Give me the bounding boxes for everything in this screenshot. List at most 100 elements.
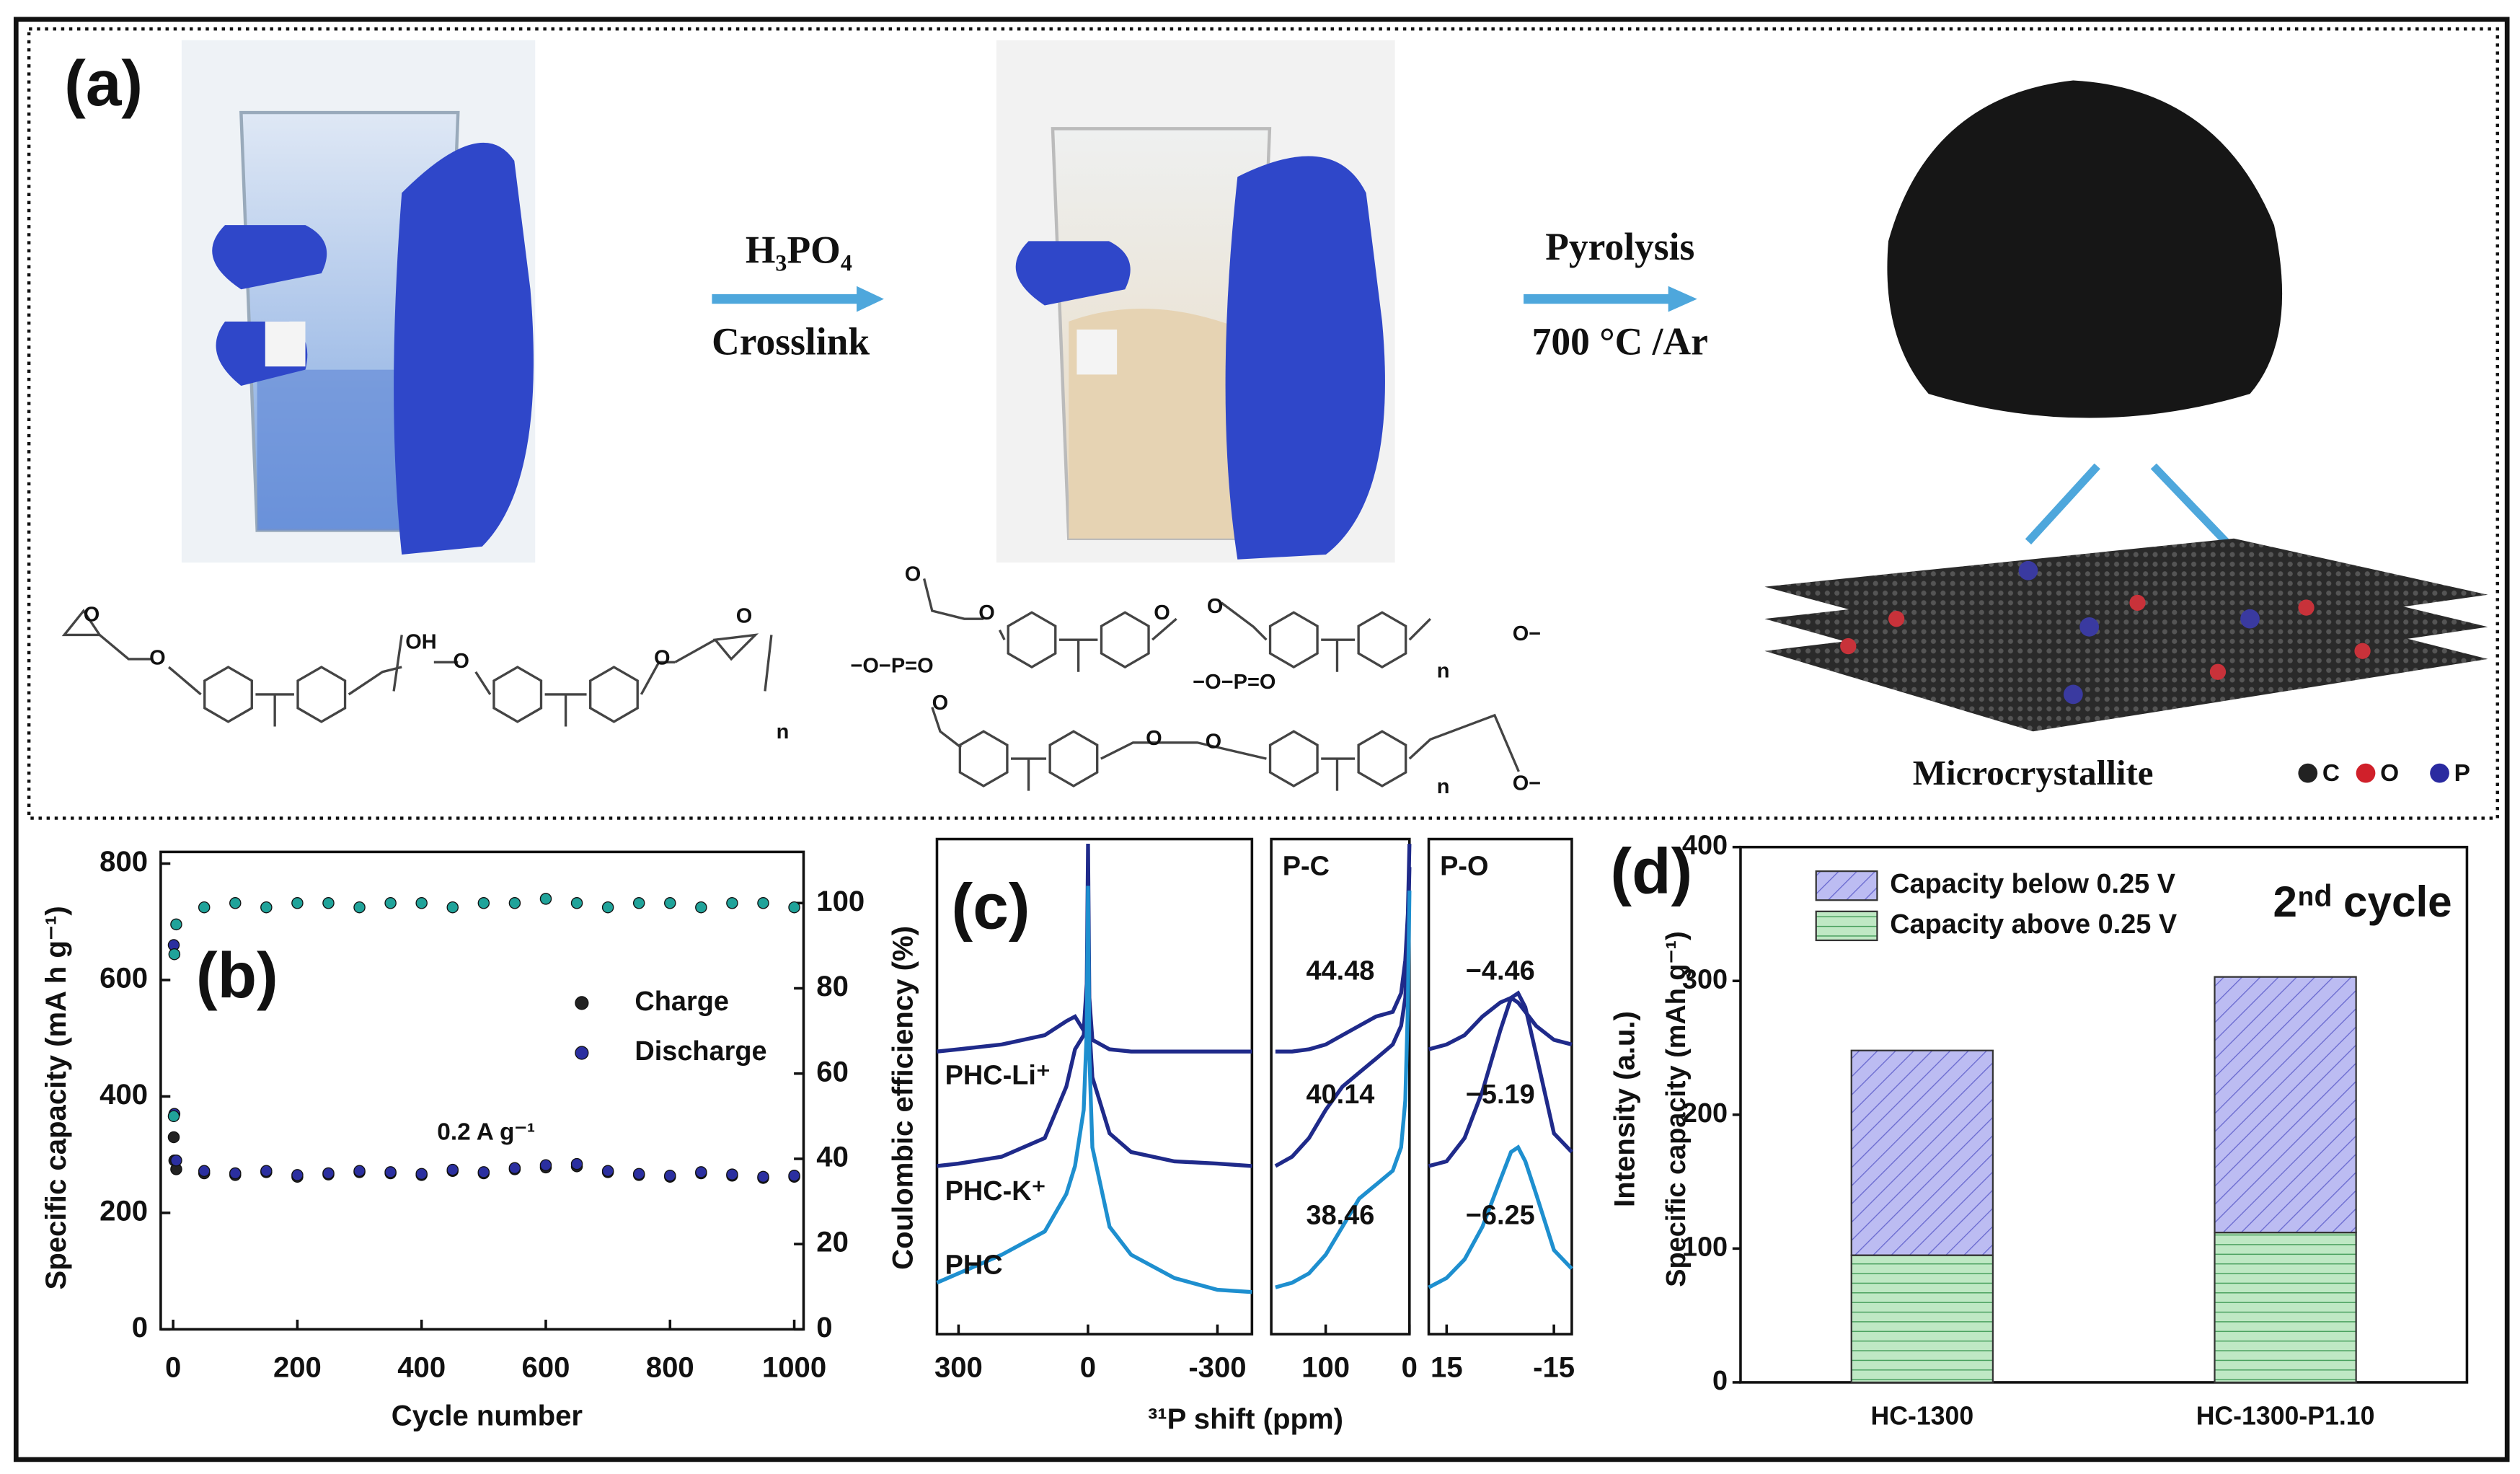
data-point	[260, 901, 273, 914]
y-axis-title: Intensity (a.u.)	[1608, 1011, 1640, 1207]
atom-label: n	[1437, 659, 1450, 682]
y-axis-title: Specific capacity (mA h g⁻¹)	[40, 906, 72, 1289]
data-point	[632, 897, 645, 909]
y-tick-label: 200	[100, 1195, 148, 1227]
y-tick-label: 600	[100, 962, 148, 994]
peak-label: 44.48	[1307, 956, 1375, 987]
data-point	[167, 1131, 180, 1144]
y2-tick-label: 40	[816, 1141, 849, 1173]
x-tick-label: 600	[522, 1351, 570, 1384]
atom-legend-label: C	[2322, 760, 2340, 787]
data-point	[788, 1169, 800, 1182]
data-point	[508, 897, 521, 909]
atom-label: OH	[405, 630, 436, 653]
benzene-ring	[589, 666, 639, 723]
benzene-ring	[1007, 611, 1057, 668]
benzene-ring	[492, 666, 543, 723]
series-label: PHC-K⁺	[945, 1176, 1046, 1206]
x-axis-title: ³¹P shift (ppm)	[1148, 1403, 1343, 1435]
data-point	[632, 1168, 645, 1180]
atom-label: O	[1207, 595, 1224, 618]
atom-legend-markers	[2298, 763, 2449, 783]
bond	[61, 609, 202, 696]
beaker-photo-1	[181, 40, 536, 563]
spectrum-line	[1275, 890, 1412, 1289]
spectrum-line	[936, 886, 1252, 1294]
data-point	[664, 897, 676, 909]
y2-axis-title: Coulombic efficiency (%)	[886, 926, 919, 1270]
x-tick-label: 0	[1080, 1351, 1096, 1384]
atom-label: n	[777, 720, 790, 743]
x-tick-label: 300	[934, 1351, 983, 1384]
data-point	[198, 901, 211, 914]
atom-label: O	[654, 647, 671, 670]
data-point	[726, 1168, 738, 1180]
x-tick-label: -300	[1188, 1351, 1246, 1384]
series-label: PHC	[945, 1250, 1003, 1280]
subplot-title: P-C	[1283, 852, 1330, 882]
atom-label: O	[1206, 730, 1222, 753]
data-point	[384, 1166, 397, 1178]
carbon-powder	[1887, 80, 2283, 418]
beaker-photo-2	[996, 40, 1395, 563]
panel-a-frame	[27, 27, 2500, 820]
atom-label: O	[736, 605, 753, 628]
data-point	[508, 1162, 521, 1174]
bar-segment	[1850, 1254, 1994, 1384]
process: Pyrolysis	[1545, 225, 1694, 268]
chemical-structures	[61, 578, 1520, 791]
data-point	[726, 897, 738, 909]
reagent: H₃PO₄	[746, 228, 852, 271]
plot-frame	[935, 837, 1254, 1336]
x-tick-label: 400	[397, 1351, 446, 1384]
data-point	[415, 897, 428, 909]
y2-tick-label: 60	[816, 1055, 849, 1087]
x-tick-label: 0	[1402, 1351, 1418, 1384]
data-point	[168, 948, 181, 961]
panel-label: (d)	[1610, 834, 1692, 906]
x-tick-label: 200	[273, 1351, 322, 1384]
data-point	[260, 1165, 273, 1178]
data-point	[570, 897, 583, 909]
panel-label: (a)	[64, 47, 143, 119]
x-tick-label: 15	[1431, 1351, 1463, 1384]
bond	[923, 578, 1177, 672]
data-point	[353, 901, 366, 914]
y-tick-label: 0	[132, 1311, 148, 1343]
legend-swatch	[1815, 870, 1878, 901]
process: Crosslink	[712, 320, 870, 363]
peak-label: −6.25	[1466, 1200, 1535, 1230]
data-point	[322, 897, 335, 909]
x-tick-label: HC-1300	[1870, 1401, 1973, 1430]
plot-frame	[1427, 837, 1573, 1336]
series-label: PHC-Li⁺	[945, 1060, 1051, 1090]
data-point	[446, 1163, 459, 1176]
x-tick-label: HC-1300-P1.10	[2196, 1401, 2375, 1430]
peak-label: 40.14	[1307, 1080, 1375, 1110]
y-tick-label: 300	[1682, 964, 1728, 994]
data-point	[539, 893, 552, 905]
atom-label: n	[1437, 775, 1450, 798]
atom-label: O	[905, 563, 921, 586]
data-point	[477, 897, 490, 909]
bond	[1221, 601, 1431, 672]
atom-label: O−	[1513, 772, 1541, 795]
spectrum-line	[1274, 867, 1412, 1168]
data-point	[291, 897, 304, 909]
data-point	[384, 897, 397, 909]
benzene-ring	[958, 730, 1009, 787]
data-point	[229, 1167, 242, 1180]
condition: 700 °C /Ar	[1532, 320, 1708, 363]
annotation: 0.2 A g⁻¹	[437, 1118, 535, 1145]
legend-label: Discharge	[635, 1036, 766, 1067]
peak-label: 38.46	[1307, 1200, 1375, 1230]
benzene-ring	[296, 666, 347, 723]
y-tick-label: 200	[1682, 1098, 1728, 1129]
x-tick-label: 1000	[762, 1351, 826, 1384]
atom-label: −O−P=O	[850, 655, 933, 678]
atom-label: O	[149, 647, 166, 670]
data-point	[229, 897, 242, 909]
atom-label: O	[1146, 727, 1162, 750]
benzene-ring	[1048, 730, 1099, 787]
x-tick-label: 100	[1301, 1351, 1350, 1384]
